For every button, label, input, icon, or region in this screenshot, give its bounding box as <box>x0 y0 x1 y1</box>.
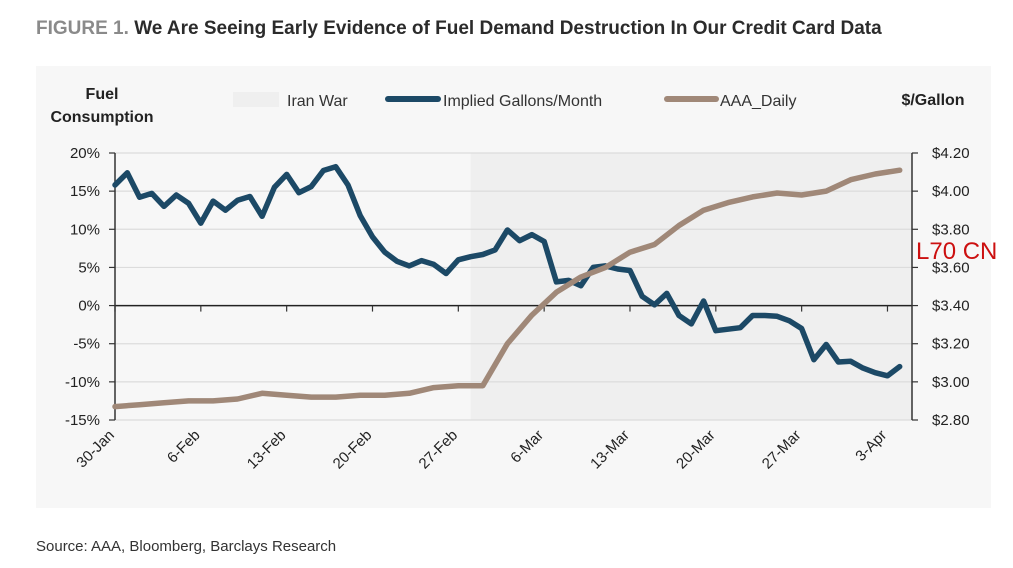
left-tick-label: 5% <box>78 259 100 276</box>
figure-title: FIGURE 1. We Are Seeing Early Evidence o… <box>36 18 882 40</box>
right-axis-tick-labels: $4.20 $4.00 $3.80 $3.60 $3.40 $3.20 $3.00 $2.80 <box>932 145 970 429</box>
x-tick-label: 3-Apr <box>852 427 890 465</box>
left-tick-label: 0% <box>78 298 100 315</box>
x-tick-label: 20-Mar <box>673 427 719 473</box>
x-tick-label: 27-Mar <box>759 427 805 473</box>
legend-label-aaa-daily: AAA_Daily <box>720 93 796 110</box>
left-axis-tick-labels: 20% 15% 10% 5% 0% -5% -10% -15% <box>65 145 100 429</box>
legend: Iran War Implied Gallons/Month AAA_Daily <box>233 92 796 110</box>
source-note: Source: AAA, Bloomberg, Barclays Researc… <box>36 538 337 555</box>
left-tick-label: 15% <box>70 183 100 200</box>
series-lines <box>112 163 903 410</box>
left-axis-title-line1: Fuel <box>86 86 119 103</box>
right-tick-label: $2.80 <box>932 412 970 429</box>
right-tick-label: $3.20 <box>932 336 970 353</box>
left-tick-label: -15% <box>65 412 100 429</box>
left-tick-label: -10% <box>65 374 100 391</box>
x-tick-label: 27-Feb <box>416 427 462 473</box>
x-axis-tick-labels: 30-Jan 6-Feb 13-Feb 20-Feb 27-Feb 6-Mar 13-Mar… <box>73 427 890 473</box>
x-tick-label: 13-Mar <box>587 427 633 473</box>
x-tick-label: 20-Feb <box>330 427 376 473</box>
series-line-implied-gallons <box>112 163 903 379</box>
right-tick-label: $3.80 <box>932 221 970 238</box>
legend-label-iran-war: Iran War <box>287 93 348 110</box>
right-axis-title: $/Gallon <box>901 92 964 109</box>
axes <box>109 152 918 421</box>
right-tick-label: $4.00 <box>932 183 970 200</box>
left-axis-title-line2: Consumption <box>50 109 153 126</box>
x-tick-label: 30-Jan <box>73 427 117 471</box>
x-tick-label: 6-Feb <box>164 427 204 467</box>
right-tick-label: $4.20 <box>932 145 970 162</box>
x-tick-label: 13-Feb <box>244 427 290 473</box>
left-tick-label: 20% <box>70 145 100 162</box>
right-tick-label: $3.40 <box>932 298 970 315</box>
left-tick-label: 10% <box>70 221 100 238</box>
iran-war-shading <box>470 153 912 420</box>
right-tick-label: $3.00 <box>932 374 970 391</box>
gridlines <box>115 152 912 421</box>
right-tick-label: $3.60 <box>932 259 970 276</box>
left-tick-label: -5% <box>73 336 100 353</box>
legend-swatch-iran-war <box>233 92 279 107</box>
stamp-text: L70 CN <box>916 238 998 265</box>
series-line-aaa-daily <box>112 167 903 410</box>
figure-title-text: We Are Seeing Early Evidence of Fuel Dem… <box>134 18 882 39</box>
x-tick-label: 6-Mar <box>507 427 547 467</box>
legend-label-implied-gallons: Implied Gallons/Month <box>443 93 602 110</box>
figure-label: FIGURE 1. <box>36 18 129 39</box>
